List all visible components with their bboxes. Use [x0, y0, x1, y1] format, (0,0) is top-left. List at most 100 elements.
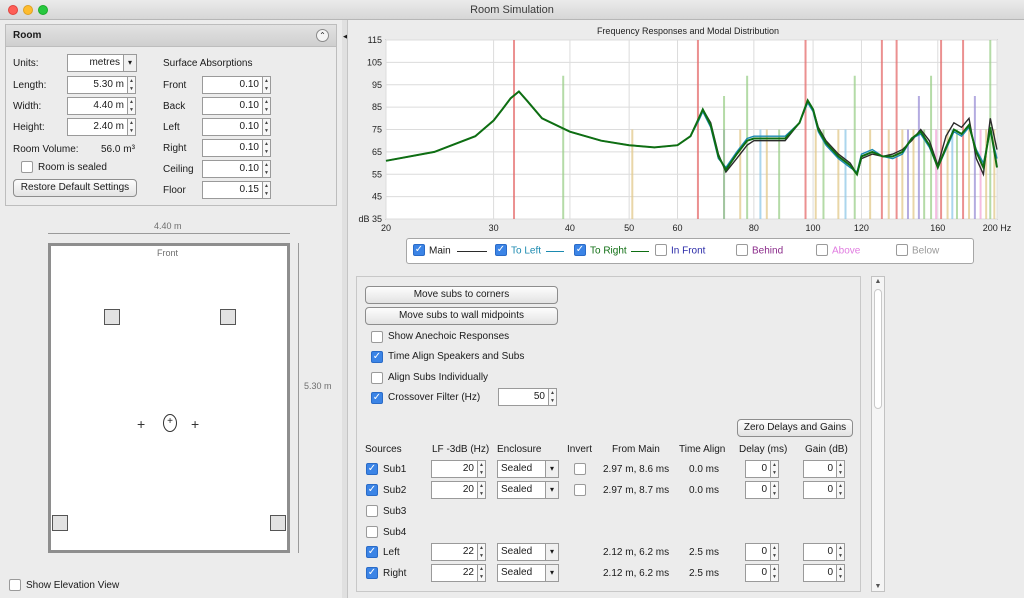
crossover-filter-checkbox[interactable]: ✓ — [371, 392, 383, 404]
sub4-enable-checkbox[interactable] — [366, 526, 378, 538]
right-delay-field[interactable]: 0 — [745, 564, 771, 582]
zoom-window-button[interactable] — [38, 5, 48, 15]
sub1-enclosure-select[interactable]: Sealed — [497, 460, 546, 478]
surface-ceiling-field[interactable]: 0.10 — [202, 160, 263, 178]
room-plan-view[interactable]: Front + + + — [48, 243, 290, 553]
sub2-lf-field[interactable]: 20 — [431, 481, 478, 499]
move-subs-corners-button[interactable]: Move subs to corners — [365, 286, 558, 304]
legend-main-checkbox[interactable]: ✓ — [413, 244, 425, 256]
legend-in-front[interactable]: In Front — [655, 244, 705, 257]
surface-back-field[interactable]: 0.10 — [202, 97, 263, 115]
right-enclosure-dropdown[interactable]: ▾ — [545, 564, 559, 582]
left-enclosure-dropdown[interactable]: ▾ — [545, 543, 559, 561]
right-enclosure-select[interactable]: Sealed — [497, 564, 546, 582]
legend-above-checkbox[interactable] — [816, 244, 828, 256]
show-anechoic-checkbox[interactable] — [371, 331, 383, 343]
left-delay-field[interactable]: 0 — [745, 543, 771, 561]
align-subs-checkbox[interactable] — [371, 372, 383, 384]
sub2-lf-stepper[interactable]: ▲ ▼ — [477, 481, 486, 499]
show-elevation-checkbox[interactable] — [9, 579, 21, 591]
sub1-gain-stepper[interactable]: ▲ ▼ — [836, 460, 845, 478]
sub1-enclosure-dropdown[interactable]: ▾ — [545, 460, 559, 478]
left-lf-stepper[interactable]: ▲ ▼ — [477, 543, 486, 561]
left-delay-stepper[interactable]: ▲ ▼ — [770, 543, 779, 561]
close-window-button[interactable] — [8, 5, 18, 15]
sub2-enclosure-dropdown[interactable]: ▾ — [545, 481, 559, 499]
sub2-enclosure-select[interactable]: Sealed — [497, 481, 546, 499]
left-lf-field[interactable]: 22 — [431, 543, 478, 561]
surface-back-stepper[interactable]: ▲ ▼ — [262, 97, 271, 115]
sub2-enable-checkbox[interactable]: ✓ — [366, 484, 378, 496]
legend-behind[interactable]: Behind — [736, 244, 783, 257]
length-field[interactable]: 5.30 m — [67, 76, 128, 94]
legend-behind-checkbox[interactable] — [736, 244, 748, 256]
left-gain-field[interactable]: 0 — [803, 543, 837, 561]
legend-main[interactable]: ✓ Main — [413, 244, 488, 257]
sub2-gain-stepper[interactable]: ▲ ▼ — [836, 481, 845, 499]
restore-defaults-button[interactable]: Restore Default Settings — [13, 179, 137, 197]
legend-above[interactable]: Above — [816, 244, 860, 257]
sub2-speaker-icon[interactable] — [270, 515, 286, 531]
surface-floor-stepper[interactable]: ▲ ▼ — [262, 181, 271, 199]
sub1-enable-checkbox[interactable]: ✓ — [366, 463, 378, 475]
surface-floor-field[interactable]: 0.15 — [202, 181, 263, 199]
units-select[interactable]: metres — [67, 54, 124, 72]
legend-to-left[interactable]: ✓ To Left — [495, 244, 564, 257]
sub1-invert-checkbox[interactable] — [574, 463, 586, 475]
legend-below-checkbox[interactable] — [896, 244, 908, 256]
height-field[interactable]: 2.40 m — [67, 118, 128, 136]
splitter-arrow-icon[interactable]: ◀ — [343, 31, 350, 42]
surface-right-stepper[interactable]: ▲ ▼ — [262, 139, 271, 157]
move-subs-midpoints-button[interactable]: Move subs to wall midpoints — [365, 307, 558, 325]
right-enable-checkbox[interactable]: ✓ — [366, 567, 378, 579]
sub1-delay-stepper[interactable]: ▲ ▼ — [770, 460, 779, 478]
width-stepper[interactable]: ▲ ▼ — [127, 97, 136, 115]
legend-to-right-checkbox[interactable]: ✓ — [574, 244, 586, 256]
collapse-icon[interactable]: ⌃ — [316, 29, 329, 42]
time-align-checkbox[interactable]: ✓ — [371, 351, 383, 363]
height-stepper[interactable]: ▲ ▼ — [127, 118, 136, 136]
sub2-delay-stepper[interactable]: ▲ ▼ — [770, 481, 779, 499]
listener-head-icon[interactable]: + — [163, 414, 177, 432]
sub2-invert-checkbox[interactable] — [574, 484, 586, 496]
right-gain-field[interactable]: 0 — [803, 564, 837, 582]
sub2-gain-field[interactable]: 0 — [803, 481, 837, 499]
left-enable-checkbox[interactable]: ✓ — [366, 546, 378, 558]
length-stepper[interactable]: ▲ ▼ — [127, 76, 136, 94]
right-lf-field[interactable]: 22 — [431, 564, 478, 582]
surface-left-stepper[interactable]: ▲ ▼ — [262, 118, 271, 136]
scroll-down-icon[interactable]: ▼ — [874, 583, 882, 590]
width-field[interactable]: 4.40 m — [67, 97, 128, 115]
controls-scrollbar[interactable]: ▲ ▼ — [871, 276, 885, 592]
room-sealed-checkbox[interactable] — [21, 161, 33, 173]
right-speaker-icon[interactable] — [220, 309, 236, 325]
legend-to-left-checkbox[interactable]: ✓ — [495, 244, 507, 256]
legend-in-front-checkbox[interactable] — [655, 244, 667, 256]
scroll-up-icon[interactable]: ▲ — [874, 278, 882, 285]
sub1-gain-field[interactable]: 0 — [803, 460, 837, 478]
sub2-delay-field[interactable]: 0 — [745, 481, 771, 499]
sub1-lf-stepper[interactable]: ▲ ▼ — [477, 460, 486, 478]
surface-front-field[interactable]: 0.10 — [202, 76, 263, 94]
scrollbar-thumb[interactable] — [874, 289, 882, 409]
right-delay-stepper[interactable]: ▲ ▼ — [770, 564, 779, 582]
right-gain-stepper[interactable]: ▲ ▼ — [836, 564, 845, 582]
surface-left-field[interactable]: 0.10 — [202, 118, 263, 136]
panel-splitter[interactable] — [342, 20, 347, 598]
left-enclosure-select[interactable]: Sealed — [497, 543, 546, 561]
right-lf-stepper[interactable]: ▲ ▼ — [477, 564, 486, 582]
units-dropdown-button[interactable]: ▾ — [123, 54, 137, 72]
crossover-filter-stepper[interactable]: ▲ ▼ — [548, 388, 557, 406]
left-speaker-icon[interactable] — [104, 309, 120, 325]
sub1-delay-field[interactable]: 0 — [745, 460, 771, 478]
zero-delays-button[interactable]: Zero Delays and Gains — [737, 419, 853, 437]
surface-ceiling-stepper[interactable]: ▲ ▼ — [262, 160, 271, 178]
left-gain-stepper[interactable]: ▲ ▼ — [836, 543, 845, 561]
sub1-speaker-icon[interactable] — [52, 515, 68, 531]
sub3-enable-checkbox[interactable] — [366, 505, 378, 517]
surface-front-stepper[interactable]: ▲ ▼ — [262, 76, 271, 94]
crossover-filter-field[interactable]: 50 — [498, 388, 549, 406]
legend-below[interactable]: Below — [896, 244, 939, 257]
legend-to-right[interactable]: ✓ To Right — [574, 244, 650, 257]
surface-right-field[interactable]: 0.10 — [202, 139, 263, 157]
